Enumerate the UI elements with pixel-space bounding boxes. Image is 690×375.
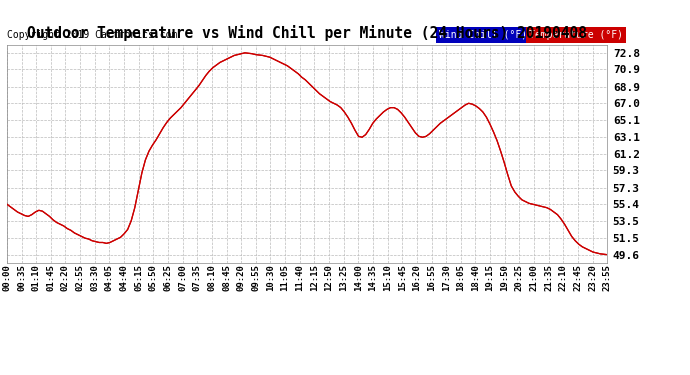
Text: Copyright 2019 Cartronics.com: Copyright 2019 Cartronics.com (7, 30, 177, 40)
Text: Wind Chill (°F): Wind Chill (°F) (439, 30, 527, 40)
Title: Outdoor Temperature vs Wind Chill per Minute (24 Hours) 20190408: Outdoor Temperature vs Wind Chill per Mi… (27, 25, 587, 41)
Text: Temperature (°F): Temperature (°F) (529, 30, 623, 40)
